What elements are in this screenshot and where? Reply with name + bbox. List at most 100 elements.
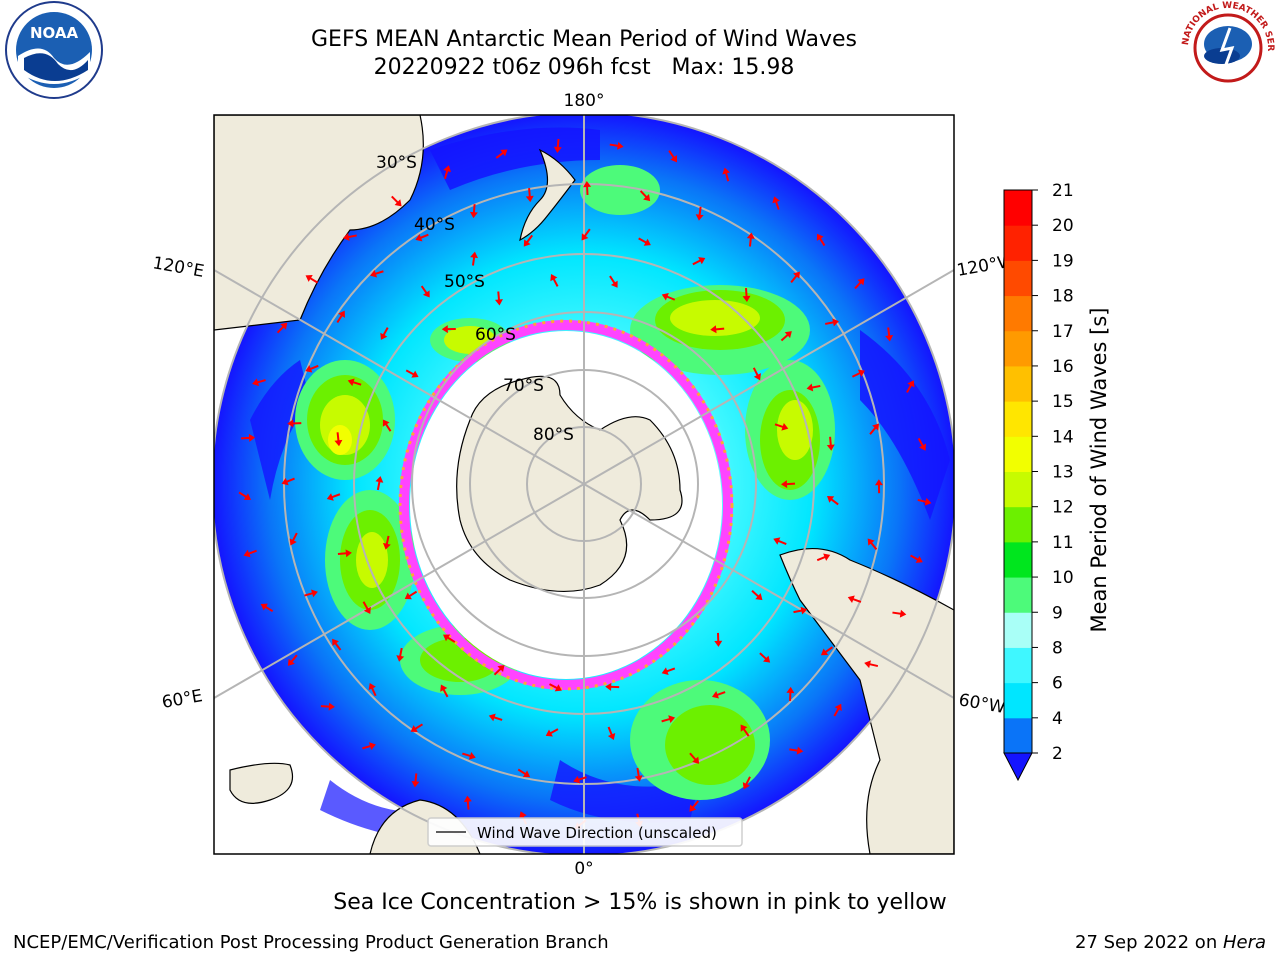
wave-arrow xyxy=(336,310,345,324)
wave-arrow xyxy=(867,538,878,550)
colorbar-segment xyxy=(1004,295,1032,332)
colorbar-segment xyxy=(1004,612,1032,648)
colorbar-tick-label: 12 xyxy=(1052,498,1074,518)
wave-arrow xyxy=(405,369,419,378)
lon-label-180: 180° xyxy=(564,91,605,111)
wave-arrow xyxy=(917,497,932,506)
wave-arrow xyxy=(549,683,562,692)
wave-arrow xyxy=(362,742,376,750)
wave-arrow xyxy=(772,196,780,210)
colorbar-tick-label: 13 xyxy=(1052,463,1074,483)
wave-arrow xyxy=(276,322,288,334)
sea-ice-caption: Sea Ice Concentration > 15% is shown in … xyxy=(333,890,947,915)
wave-arrow xyxy=(320,702,335,711)
wave-arrow xyxy=(689,800,700,812)
wave-arrow xyxy=(786,686,795,701)
colorbar-tick-label: 21 xyxy=(1052,181,1074,201)
wave-arrow xyxy=(780,331,792,342)
wave-arrow xyxy=(668,150,677,163)
wave-arrow xyxy=(639,190,651,202)
wave-arrow xyxy=(370,269,384,278)
wave-arrow xyxy=(751,590,763,601)
lon-label-60e: 60°E xyxy=(160,686,204,713)
wave-arrow xyxy=(825,318,839,327)
wave-arrow xyxy=(415,233,429,242)
colorbar-tick-label: 4 xyxy=(1052,709,1063,729)
antarctica-land xyxy=(456,375,683,592)
wave-arrow xyxy=(545,728,559,737)
wave-arrow xyxy=(382,419,392,432)
wave-arrow xyxy=(404,590,418,600)
lat-label-30s: 30°S xyxy=(376,153,417,173)
lat-label-80s: 80°S xyxy=(533,425,574,445)
colorbar-extend-arrow xyxy=(1003,752,1033,782)
wave-arrow xyxy=(742,776,751,790)
wave-arrow xyxy=(710,325,725,334)
wave-arrow xyxy=(820,646,833,656)
wave-arrow xyxy=(362,601,371,614)
wave-arrow xyxy=(281,477,295,486)
wave-arrow xyxy=(332,638,342,651)
wave-arrow xyxy=(462,752,476,760)
wave-arrow xyxy=(469,204,478,219)
wave-arrow xyxy=(326,493,341,501)
wave-arrow xyxy=(420,285,430,298)
wave-arrow xyxy=(746,232,755,247)
colorbar-segment xyxy=(1004,647,1032,684)
colorbar-tick-label: 8 xyxy=(1052,638,1063,658)
colorbar-tick-label: 9 xyxy=(1052,603,1063,623)
south-america-land xyxy=(779,547,954,854)
nws-logo: NATIONAL WEATHER SERVICE xyxy=(1175,0,1278,104)
svg-text:NOAA: NOAA xyxy=(30,24,79,42)
wave-arrow xyxy=(661,667,676,675)
wave-arrow xyxy=(441,325,456,334)
wave-arrow xyxy=(583,181,592,196)
madagascar-land xyxy=(229,762,294,804)
wave-arrow xyxy=(759,652,771,663)
wave-arrow xyxy=(752,367,761,381)
map-legend: Wind Wave Direction (unscaled) xyxy=(427,817,743,847)
colorbar-segment xyxy=(1004,225,1032,261)
colorbar-segment xyxy=(1004,471,1032,508)
wave-arrow xyxy=(789,746,804,755)
wave-arrow xyxy=(260,603,274,613)
lat-label-50s: 50°S xyxy=(444,272,485,292)
colorbar-segment xyxy=(1004,330,1032,367)
wave-arrow xyxy=(337,549,352,558)
wave-arrow xyxy=(443,165,451,180)
colorbar-segment xyxy=(1004,541,1032,578)
wave-arrow xyxy=(391,195,402,207)
wave-arrow xyxy=(241,433,256,442)
wave-arrow xyxy=(869,423,880,435)
wave-arrow xyxy=(609,275,618,288)
colorbar-tick-label: 17 xyxy=(1052,322,1074,342)
wave-arrow xyxy=(917,437,927,451)
wave-arrow xyxy=(711,691,726,699)
wave-arrow xyxy=(906,380,915,393)
wave-arrow xyxy=(493,664,505,676)
map-subtitle: 20220922 t06z 096h fcst Max: 15.98 xyxy=(373,55,795,80)
wave-arrow xyxy=(573,775,587,784)
wave-arrow xyxy=(380,327,389,340)
wave-arrow xyxy=(864,660,879,669)
legend-label: Wind Wave Direction (unscaled) xyxy=(477,824,717,842)
wave-arrow xyxy=(494,291,503,306)
wave-arrow xyxy=(661,715,676,723)
wave-arrow xyxy=(892,609,907,618)
wave-arrow xyxy=(495,149,508,159)
sea-ice-edge xyxy=(399,320,733,690)
wave-arrow xyxy=(854,278,865,290)
wave-arrow xyxy=(289,532,298,546)
wave-arrow xyxy=(661,293,676,301)
lon-label-60w: 60°W xyxy=(957,690,1007,718)
colorbar-segment xyxy=(1004,717,1032,754)
wave-arrow xyxy=(793,606,808,615)
lat-label-40s: 40°S xyxy=(414,215,455,235)
colorbar-segment xyxy=(1004,190,1032,226)
wave-arrow xyxy=(722,167,731,182)
wave-arrow xyxy=(851,369,865,378)
colorbar-segment xyxy=(1004,260,1032,297)
wave-arrow xyxy=(550,274,559,287)
wave-arrow xyxy=(806,383,821,392)
